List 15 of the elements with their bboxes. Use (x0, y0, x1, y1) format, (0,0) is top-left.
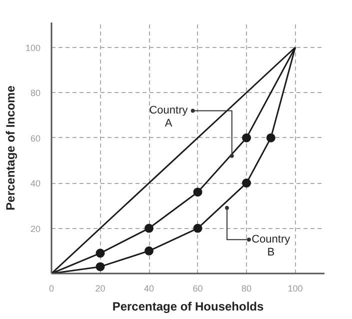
x-tick-label: 20 (95, 284, 106, 294)
x-axis-title: Percentage of Households (112, 300, 264, 314)
x-tick-label: 100 (288, 284, 303, 294)
y-tick-label: 60 (30, 133, 41, 144)
y-tick-label: 100 (25, 42, 41, 53)
annotation: Country A (149, 104, 188, 130)
y-tick-label: 80 (30, 88, 41, 98)
x-tick-label: 0 (48, 284, 54, 294)
y-tick-label: 20 (30, 224, 41, 234)
x-tick-label: 40 (144, 284, 154, 294)
x-tick-label: 60 (192, 284, 203, 294)
y-tick-label: 40 (30, 178, 41, 189)
y-axis-title: Percentage of Income (3, 85, 18, 210)
x-tick-label: 80 (241, 284, 252, 294)
annotation: Country B (252, 234, 291, 259)
